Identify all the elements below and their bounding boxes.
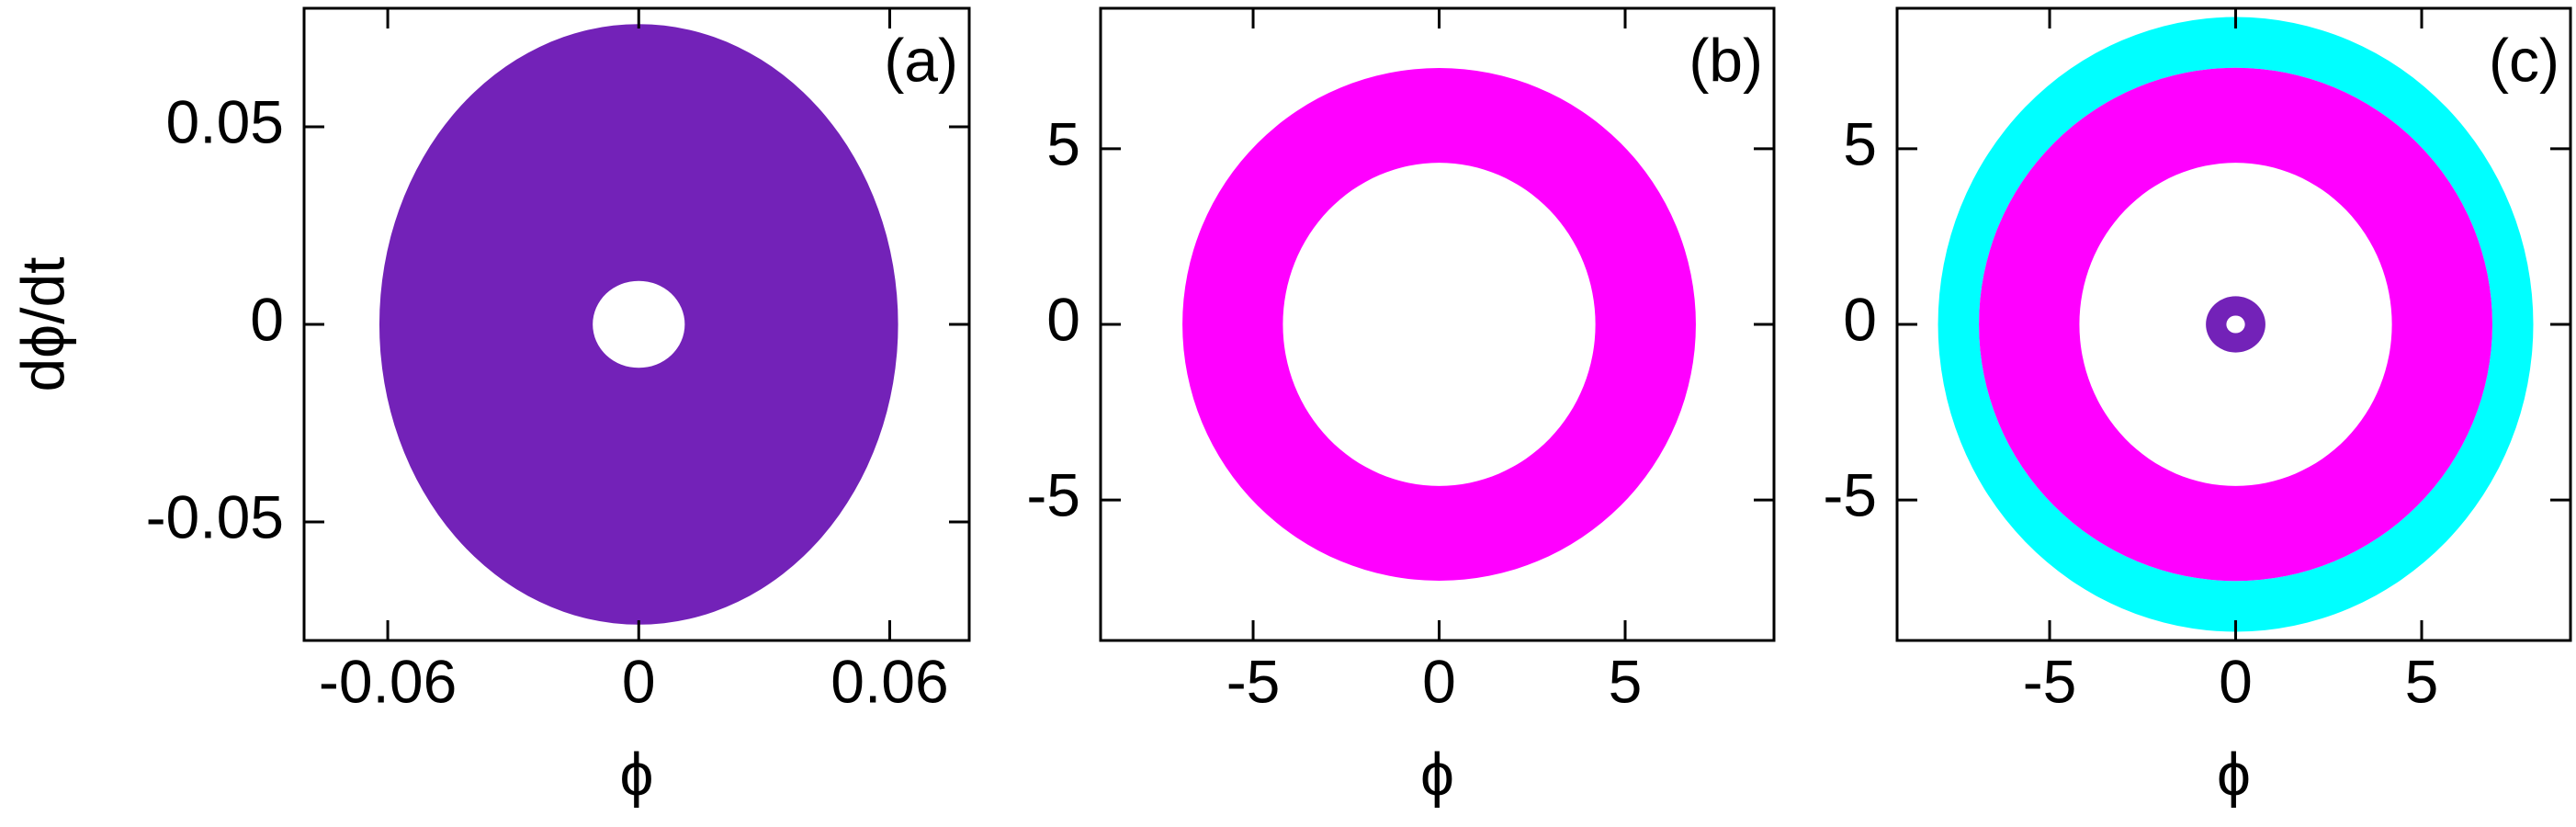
- x-tick-label: 5: [2405, 647, 2439, 715]
- panel-label: (b): [1689, 26, 1763, 94]
- y-tick-label: -5: [1823, 461, 1877, 529]
- x-tick-label: 0: [622, 647, 656, 715]
- x-tick-label: -5: [1226, 647, 1281, 715]
- ring: [1979, 67, 2492, 582]
- y-tick-label: 0: [250, 285, 284, 353]
- x-tick-label: 0: [1422, 647, 1456, 715]
- x-axis-label: ϕ: [2217, 740, 2251, 808]
- panel-label: (a): [884, 26, 958, 94]
- y-axis-label: dϕ/dt: [8, 256, 76, 391]
- ring: [2206, 296, 2265, 353]
- y-tick-label: 0.05: [166, 87, 284, 155]
- x-tick-label: 0.06: [830, 647, 948, 715]
- x-axis-label: ϕ: [620, 740, 654, 808]
- y-tick-label: -0.05: [146, 482, 284, 550]
- y-tick-label: 0: [1843, 285, 1877, 353]
- y-tick-label: 0: [1046, 285, 1080, 353]
- panel-label: (c): [2489, 26, 2559, 94]
- x-tick-label: 0: [2219, 647, 2253, 715]
- x-tick-label: 5: [1609, 647, 1643, 715]
- x-axis-label: ϕ: [1420, 740, 1454, 808]
- y-tick-label: 5: [1046, 109, 1080, 177]
- x-tick-label: -5: [2023, 647, 2077, 715]
- y-tick-label: 5: [1843, 109, 1877, 177]
- ring: [378, 24, 898, 625]
- x-tick-label: -0.06: [319, 647, 457, 715]
- ring: [1182, 67, 1696, 582]
- y-tick-label: -5: [1026, 461, 1080, 529]
